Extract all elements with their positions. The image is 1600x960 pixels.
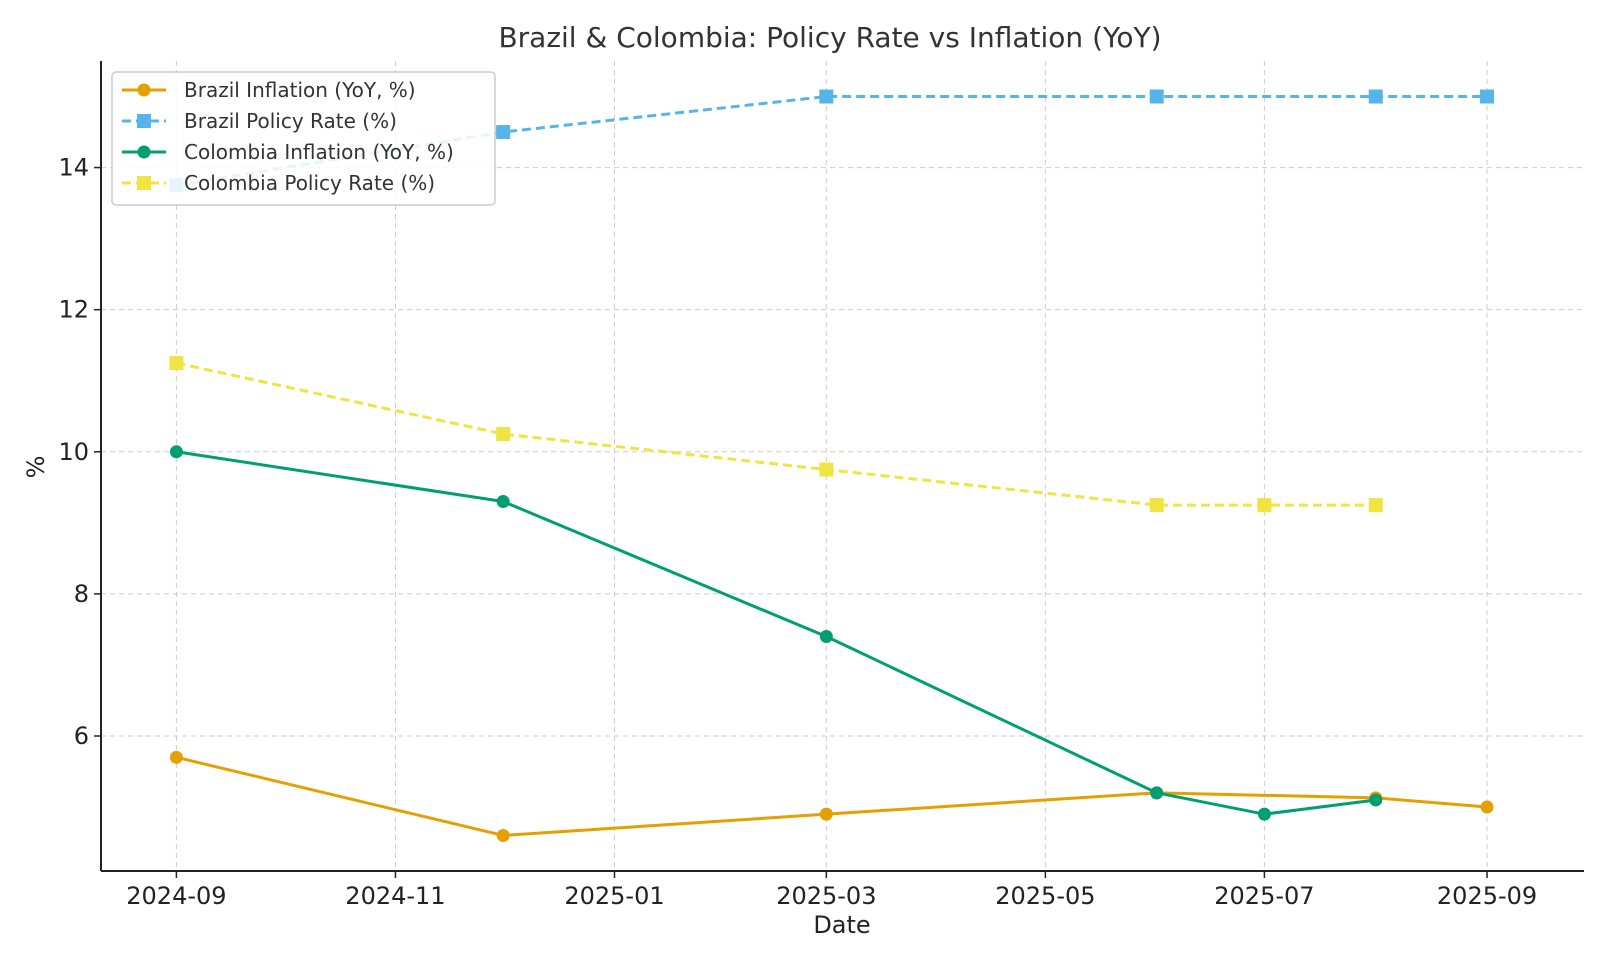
legend-label: Colombia Inflation (YoY, %) (184, 140, 454, 164)
series-brazil-inflation-yoy (169, 750, 1494, 842)
chart-title: Brazil & Colombia: Policy Rate vs Inflat… (498, 21, 1161, 54)
series-colombia-policy-rate (169, 355, 1383, 513)
legend-frame (111, 71, 496, 206)
x-tick-label: 2025-03 (776, 882, 876, 910)
legend-label: Brazil Inflation (YoY, %) (184, 78, 416, 102)
series-line (176, 450, 1376, 816)
data-point (1257, 807, 1271, 821)
legend-marker (137, 176, 151, 190)
y-tick-label: 6 (74, 722, 89, 750)
data-point (819, 462, 834, 477)
y-tick-label: 12 (58, 296, 89, 324)
y-tick-label: 8 (74, 580, 89, 608)
tick-labels: 2024-09 2024-11 2025-01 2025-03 2025-05 2025-… (58, 154, 1537, 910)
data-point (1149, 498, 1164, 513)
legend-label: Brazil Policy Rate (%) (184, 109, 397, 133)
data-point (1368, 498, 1383, 513)
data-point (1257, 498, 1272, 513)
legend-entry: Brazil Inflation (YoY, %) (122, 78, 416, 102)
data-point (1149, 89, 1164, 104)
data-point (169, 355, 184, 370)
y-tick-label: 14 (58, 154, 89, 182)
x-tick-label: 2024-09 (126, 882, 226, 910)
x-tick-label: 2025-09 (1437, 882, 1537, 910)
series-line (176, 361, 1376, 507)
data-point (819, 89, 834, 104)
data-point (1369, 793, 1383, 807)
legend-marker (137, 83, 151, 97)
data-point (496, 125, 511, 140)
x-tick-label: 2025-05 (995, 882, 1095, 910)
legend: Brazil Inflation (YoY, %) Brazil Policy R… (111, 71, 496, 206)
legend-entry: Colombia Policy Rate (%) (122, 171, 435, 195)
data-point (496, 828, 510, 842)
series-line (176, 95, 1488, 187)
data-point (1480, 89, 1495, 104)
legend-entry: Brazil Policy Rate (%) (122, 109, 397, 133)
x-axis-label: Date (813, 911, 870, 939)
data-point (169, 445, 183, 459)
series-layer (169, 89, 1495, 842)
data-point (169, 750, 183, 764)
axes (94, 61, 1584, 878)
data-point (496, 427, 511, 442)
x-tick-label: 2024-11 (345, 882, 445, 910)
series-line (176, 755, 1488, 837)
legend-entry: Colombia Inflation (YoY, %) (122, 140, 454, 164)
y-axis-label: % (22, 456, 50, 479)
data-point (1150, 786, 1164, 800)
data-point (1368, 89, 1383, 104)
data-point (1480, 800, 1494, 814)
data-point (496, 495, 510, 509)
series-colombia-inflation-yoy (169, 445, 1383, 821)
x-tick-label: 2025-01 (564, 882, 664, 910)
legend-label: Colombia Policy Rate (%) (184, 171, 435, 195)
x-tick-label: 2025-07 (1214, 882, 1314, 910)
y-tick-label: 10 (58, 438, 89, 466)
legend-marker (137, 145, 151, 159)
data-point (819, 807, 833, 821)
legend-marker (137, 114, 151, 128)
data-point (819, 630, 833, 644)
